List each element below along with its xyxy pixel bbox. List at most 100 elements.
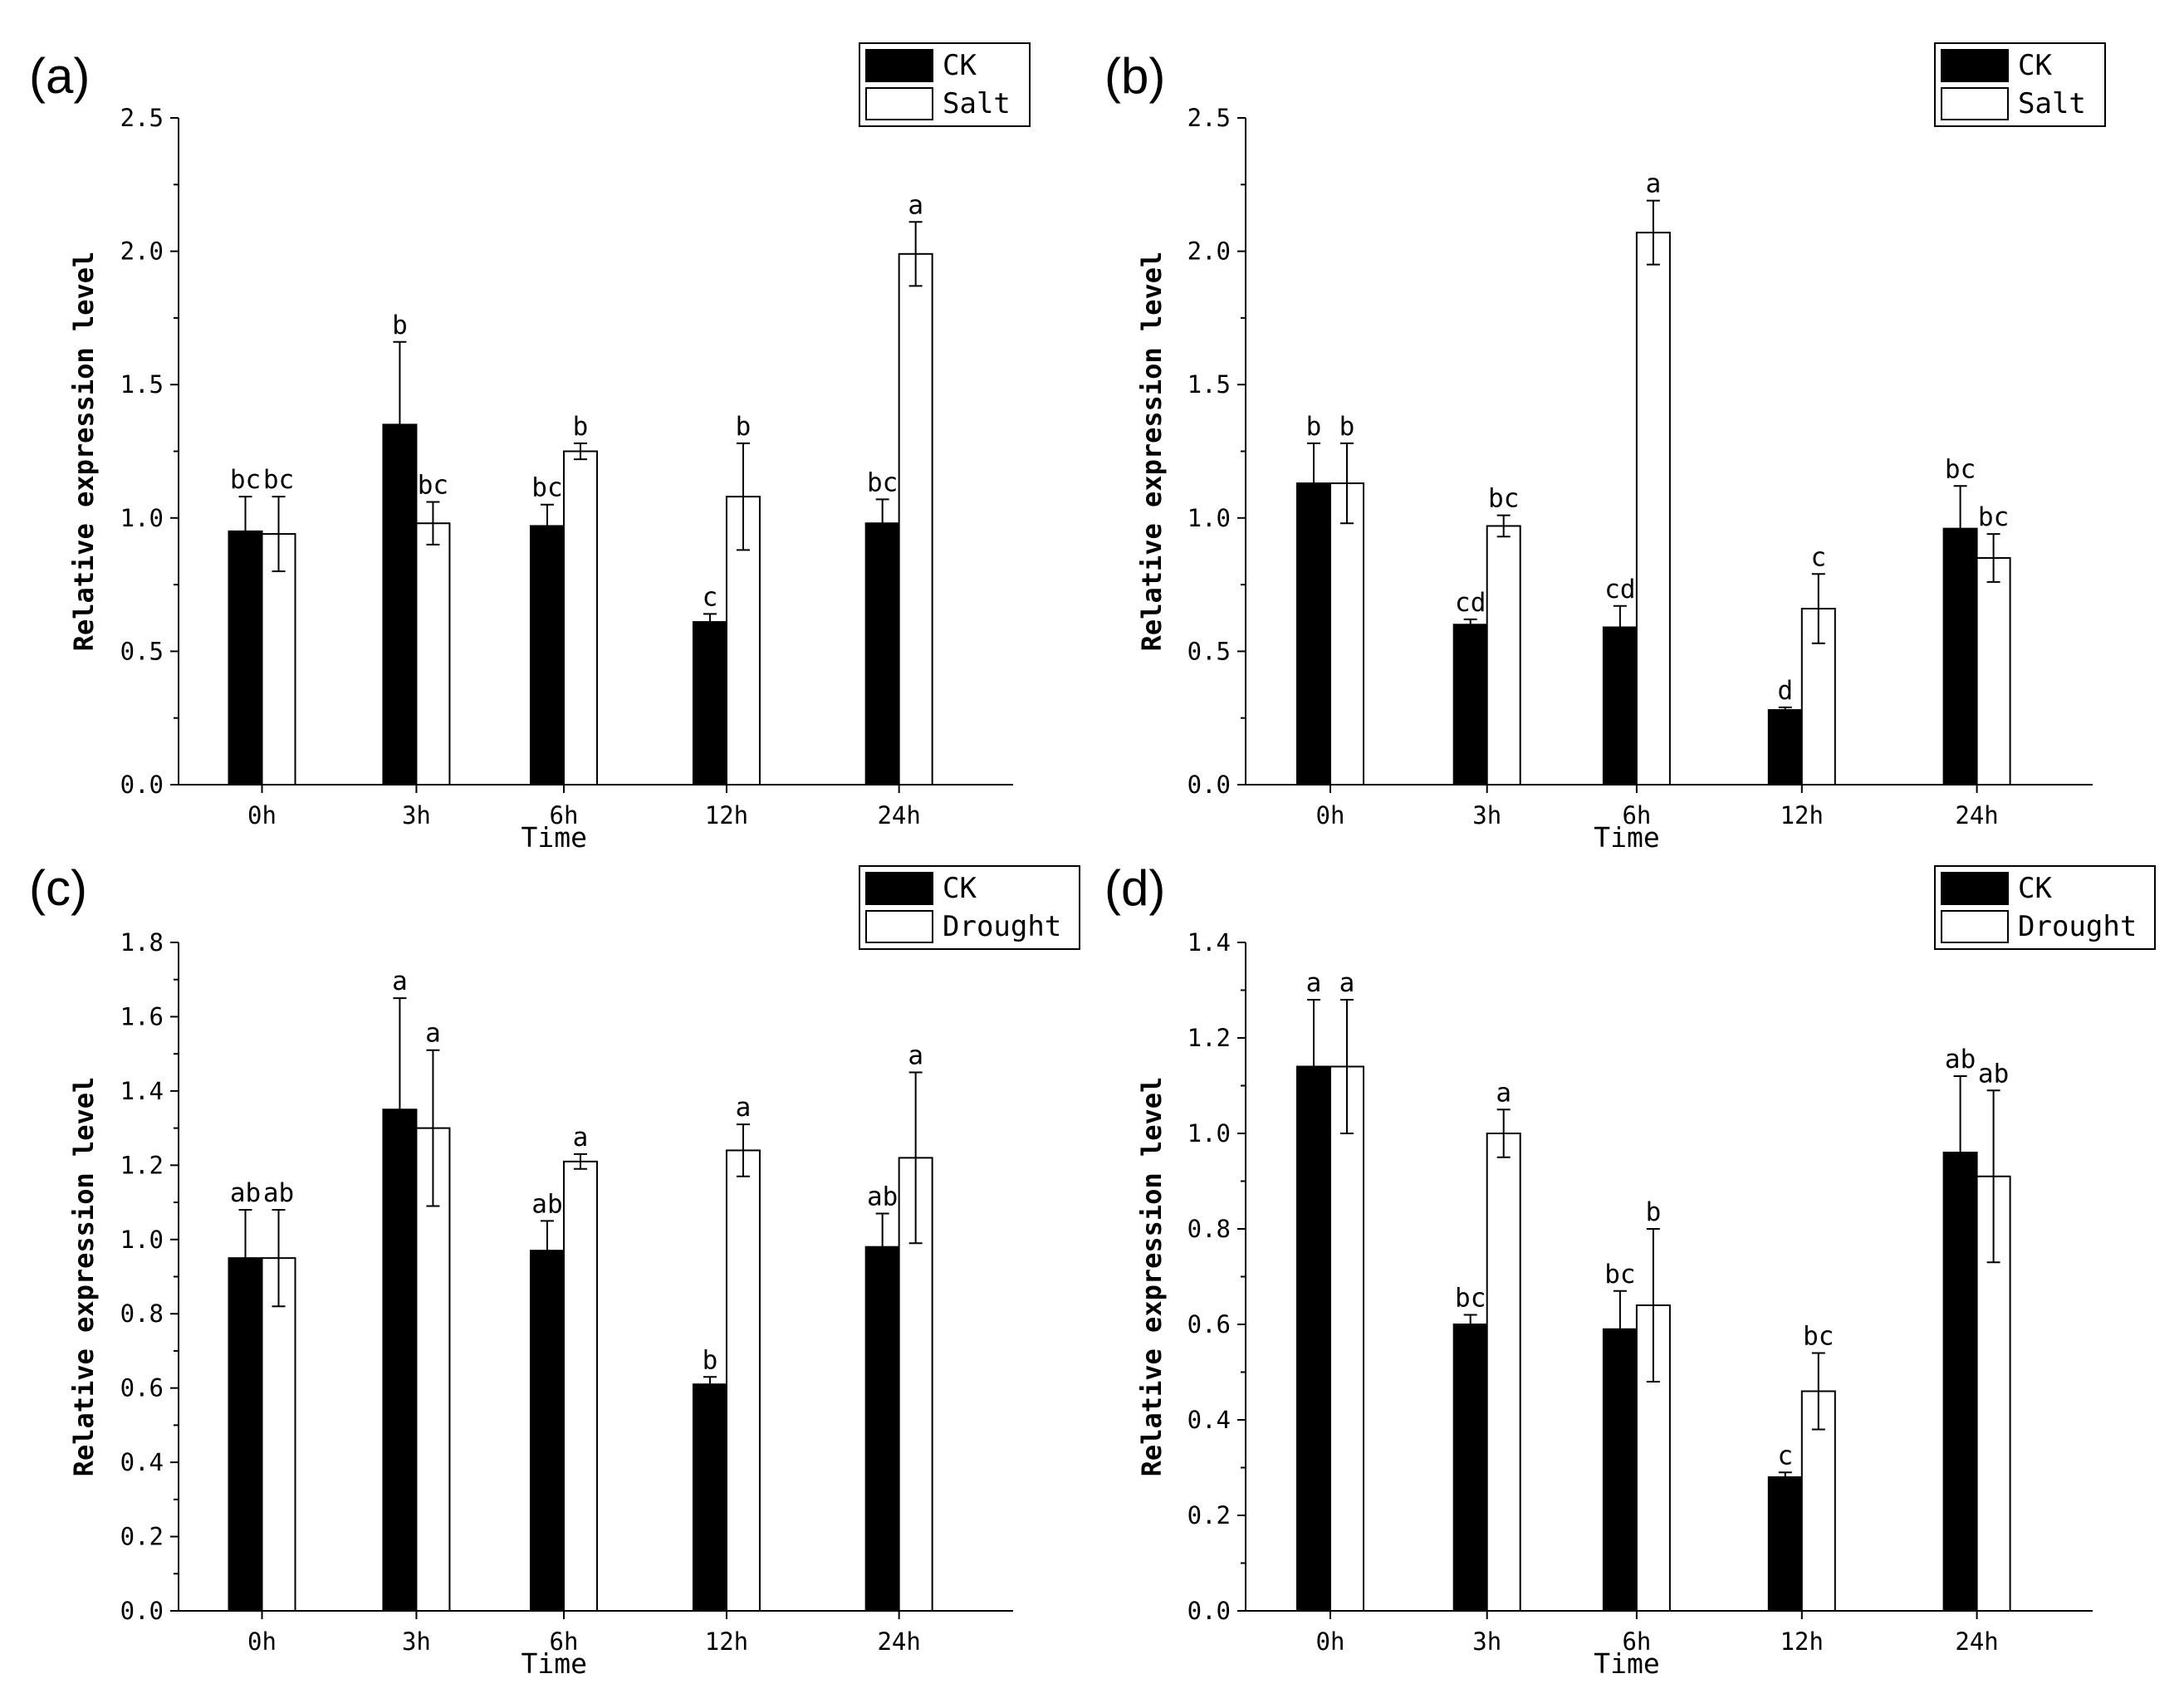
y-tick-label: 0.2 [1187,1501,1231,1529]
significance-letter: b [1646,1197,1662,1227]
y-tick-label: 0.8 [1187,1215,1231,1243]
significance-letter: cd [1604,575,1635,604]
y-tick-label: 2.0 [120,237,164,266]
significance-letter: bc [230,465,261,495]
bar-ck-0h [228,530,263,785]
bar-ck-0h [1296,1065,1331,1612]
bar-ck-6h [1602,1328,1638,1612]
chart-panel-1: (a) 0.0 0.5 1.0 1.5 2.0 2.5 Relative expression… [29,42,1031,854]
x-tick-label: 12h [705,1627,748,1656]
y-tick-label: 0.2 [120,1523,164,1551]
y-tick-label: 1.0 [120,1226,164,1254]
bar-salt-0h [1329,482,1364,785]
y-tick-label: 2.5 [1187,104,1231,132]
bar-salt-6h [562,450,598,785]
x-axis-title: Time [522,821,587,854]
legend-swatch-drought [865,910,933,943]
legend-swatch-salt [865,87,933,120]
x-axis-title: Time [1594,1647,1659,1680]
bar-ck-24h [864,522,900,785]
bar-drought-0h [1329,1065,1364,1612]
legend-swatch-ck [1941,872,2009,905]
bar-ck-0h [1296,482,1331,785]
significance-letter: a [573,1123,589,1153]
y-tick-label: 1.0 [1187,504,1231,532]
bar-ck-6h [529,1250,565,1612]
y-tick-label: 1.0 [120,504,164,532]
significance-letter: bc [1455,1284,1486,1314]
significance-letter: bc [1488,484,1519,514]
chart-panel-4: (d) 0.0 0.2 0.4 0.6 0.8 1.0 1.2 1.4 Relative expr… [1104,860,2156,1680]
y-tick-label: 0.6 [1187,1310,1231,1339]
legend-swatch-ck [865,49,933,82]
chart-panel-2: (b) 0.0 0.5 1.0 1.5 2.0 2.5 Relative expression… [1104,42,2106,854]
y-tick-label: 1.2 [120,1151,164,1179]
y-tick-label: 0.4 [120,1448,164,1476]
bar-drought-3h [415,1127,451,1612]
legend-label: Salt [943,87,1011,120]
significance-letter: c [1810,542,1826,572]
significance-letter: b [573,412,589,442]
chart-panel-3: (c) 0.0 0.2 0.4 0.6 0.8 1.0 1.2 1.4 1.6 1.8 Relativ… [29,860,1080,1680]
bar-drought-3h [1486,1133,1521,1612]
legend-swatch-salt [1941,87,2009,120]
y-tick-label: 0.0 [120,1597,164,1625]
significance-letter: a [736,1093,752,1123]
bar-salt-0h [261,533,296,786]
panel-label: (c) [29,860,87,916]
panel-label: (b) [1104,48,1165,104]
legend: CK Salt [859,42,1031,127]
legend: CK Drought [1934,865,2156,950]
panel-label: (d) [1104,860,1165,916]
bar-drought-0h [261,1257,296,1613]
significance-letter: bc [867,467,898,497]
significance-letter: bc [531,473,562,503]
bar-ck-12h [1767,1476,1803,1612]
significance-letter: a [1496,1078,1511,1108]
significance-letter: d [1777,676,1793,706]
y-tick-label: 0.4 [1187,1406,1231,1434]
bar-ck-6h [529,525,565,785]
y-tick-label: 2.5 [120,104,164,132]
significance-letter: a [1646,169,1662,199]
significance-letter: b [1339,412,1355,442]
bar-ck-12h [1767,709,1803,786]
bar-salt-3h [1486,525,1521,785]
bar-ck-12h [692,621,727,785]
significance-letter: c [703,582,718,612]
y-tick-label: 2.0 [1187,237,1231,266]
x-tick-label: 6h [1622,801,1651,830]
bar-salt-24h [898,252,933,785]
significance-letter: ab [230,1178,261,1208]
x-tick-label: 0h [247,801,277,830]
significance-letter: a [392,967,408,996]
x-tick-label: 0h [1316,1627,1345,1656]
y-tick-label: 0.5 [120,637,164,665]
y-tick-label: 0.0 [120,771,164,799]
y-axis-title: Relative expression level [1136,252,1168,652]
x-tick-label: 6h [550,801,579,830]
panel-label: (a) [29,48,90,104]
significance-letter: bc [263,465,294,495]
x-tick-label: 24h [877,801,920,830]
x-tick-label: 3h [402,801,431,830]
y-tick-label: 1.6 [120,1002,164,1030]
x-axis-title: Time [1594,821,1659,854]
significance-letter: b [1306,412,1322,442]
bar-drought-12h [725,1149,761,1612]
y-tick-label: 1.2 [1187,1024,1231,1052]
y-axis-title: Relative expression level [68,252,100,652]
y-tick-label: 0.0 [1187,771,1231,799]
significance-letter: c [1777,1441,1793,1471]
significance-letter: bc [1803,1322,1834,1352]
bar-drought-6h [562,1160,598,1612]
significance-letter: b [392,311,408,340]
significance-letter: ab [531,1189,562,1219]
legend-swatch-ck [865,872,933,905]
x-tick-label: 12h [1780,801,1824,830]
significance-letter: a [425,1019,441,1049]
x-tick-label: 6h [550,1627,579,1656]
legend-label: Salt [2018,87,2086,120]
y-tick-label: 1.8 [120,928,164,957]
